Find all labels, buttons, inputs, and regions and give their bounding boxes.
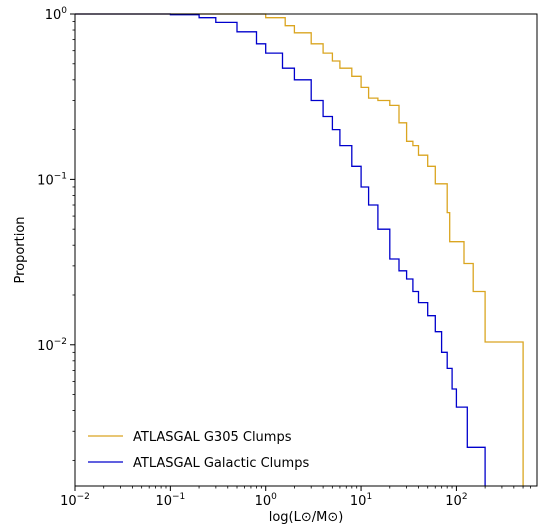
y-axis-label: Proportion: [13, 216, 28, 283]
x-tick-label: 101: [350, 492, 372, 509]
x-axis-label: log(L⊙/M⊙): [269, 510, 344, 525]
y-tick-label: 100: [45, 6, 68, 23]
y-tick-label: 10−2: [37, 337, 67, 354]
x-tick-label: 100: [255, 492, 278, 509]
series-layer: [75, 13, 524, 486]
plot-frame: [74, 13, 538, 487]
y-tick-label: 10−1: [37, 171, 67, 188]
series-galactic-line: [75, 13, 486, 486]
x-tick-label: 10−1: [155, 492, 185, 509]
x-tick-label: 10−2: [60, 492, 90, 509]
series-g305-line: [75, 13, 524, 486]
legend-label-galactic: ATLASGAL Galactic Clumps: [133, 456, 309, 471]
axes-layer: 10−2 10−1 100 101 102 100 10−1 10−2: [37, 6, 532, 509]
legend-label-g305: ATLASGAL G305 Clumps: [133, 430, 292, 445]
legend: ATLASGAL G305 Clumps ATLASGAL Galactic C…: [88, 430, 309, 471]
x-tick-label: 102: [445, 492, 467, 509]
